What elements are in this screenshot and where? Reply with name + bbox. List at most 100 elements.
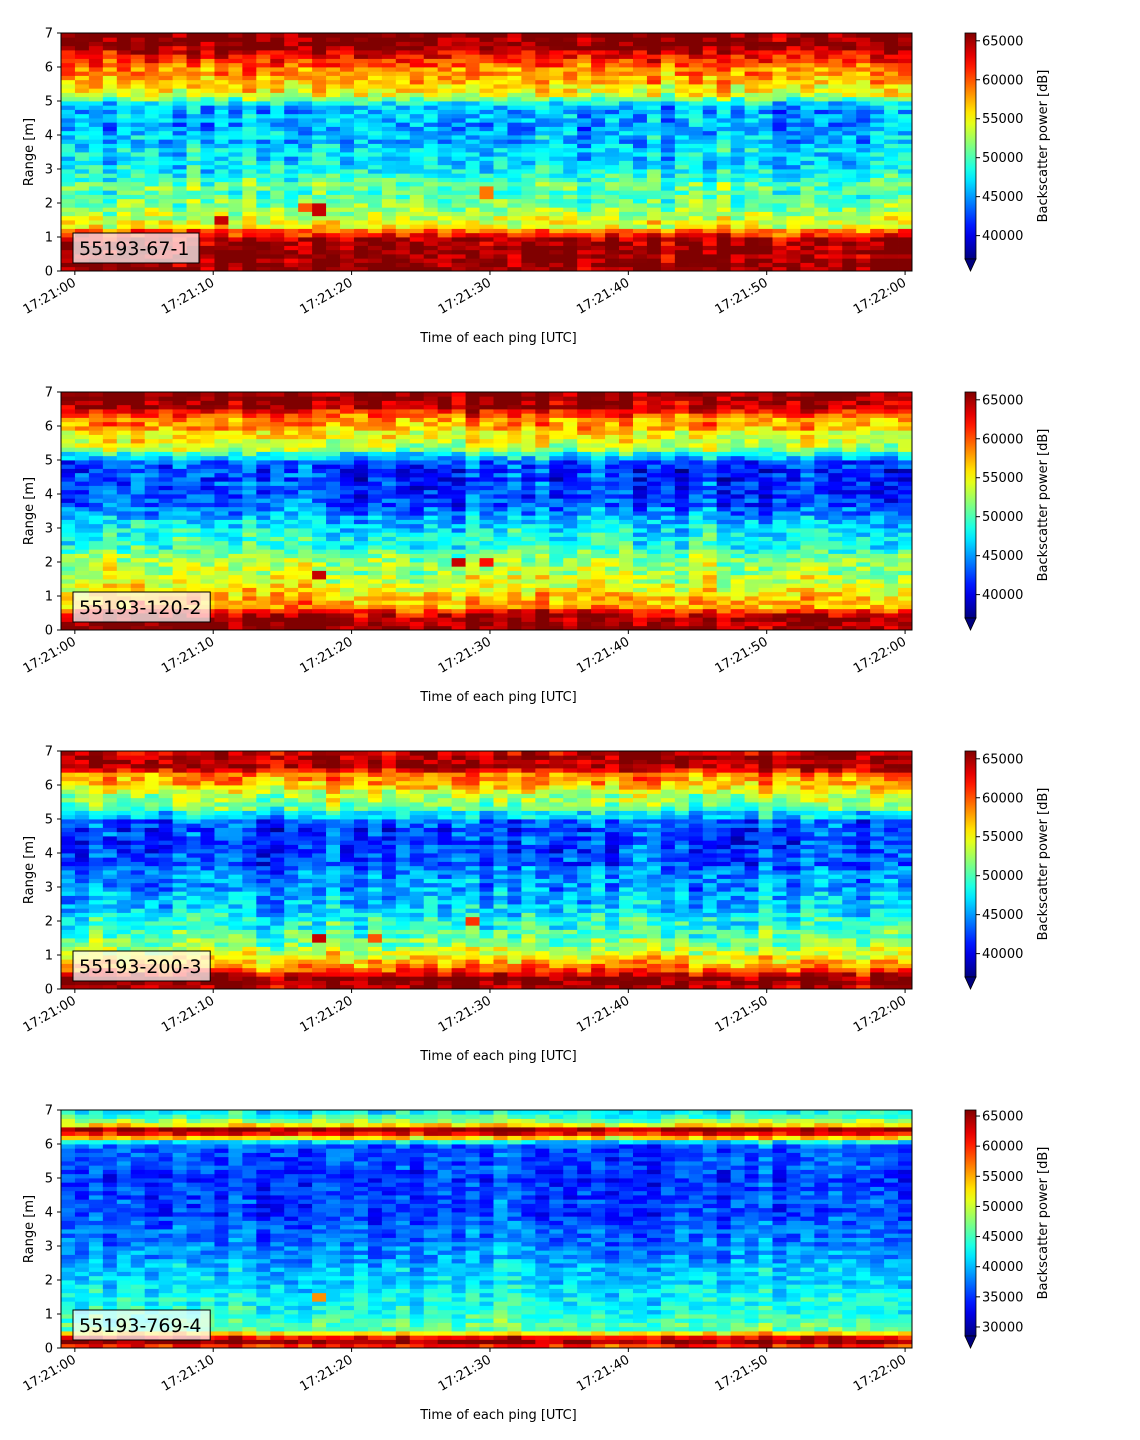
heatmap-cell xyxy=(103,152,117,157)
heatmap-cell xyxy=(89,545,103,550)
heatmap-cell xyxy=(563,114,577,119)
heatmap-cell xyxy=(131,537,145,542)
heatmap-cell xyxy=(187,224,201,229)
heatmap-cell xyxy=(89,84,103,89)
heatmap-cell xyxy=(591,173,605,178)
heatmap-cell xyxy=(284,596,298,601)
heatmap-cell xyxy=(814,84,828,89)
heatmap-cell xyxy=(619,97,633,102)
heatmap-cell xyxy=(452,195,466,200)
heatmap-cell xyxy=(521,592,535,597)
heatmap-cell xyxy=(75,97,89,102)
heatmap-cell xyxy=(312,220,326,225)
heatmap-cell xyxy=(424,566,438,571)
heatmap-cell xyxy=(312,84,326,89)
heatmap-cell xyxy=(856,84,870,89)
heatmap-cell xyxy=(563,101,577,106)
heatmap-cell xyxy=(452,532,466,537)
heatmap-cell xyxy=(242,63,256,68)
heatmap-cell xyxy=(814,173,828,178)
heatmap-cell xyxy=(884,93,898,98)
heatmap-cell xyxy=(689,195,703,200)
heatmap-cell xyxy=(619,135,633,140)
heatmap-cell xyxy=(745,532,759,537)
heatmap-cell xyxy=(842,541,856,546)
heatmap-cell xyxy=(270,583,284,588)
heatmap-cell xyxy=(507,532,521,537)
heatmap-cell xyxy=(480,97,494,102)
heatmap-cell xyxy=(605,148,619,153)
heatmap-cell xyxy=(507,122,521,127)
heatmap-cell xyxy=(786,229,800,234)
heatmap-cell xyxy=(438,233,452,238)
heatmap-cell xyxy=(619,80,633,85)
heatmap-cell xyxy=(647,173,661,178)
heatmap-cell xyxy=(480,562,494,567)
heatmap-cell xyxy=(703,549,717,554)
heatmap-cell xyxy=(159,46,173,51)
heatmap-cell xyxy=(228,622,242,627)
heatmap-cell xyxy=(689,549,703,554)
heatmap-cell xyxy=(159,59,173,64)
heatmap-cell xyxy=(396,173,410,178)
heatmap-cell xyxy=(75,566,89,571)
heatmap-cell xyxy=(884,258,898,263)
heatmap-cell xyxy=(145,528,159,533)
heatmap-cell xyxy=(689,207,703,212)
heatmap-cell xyxy=(452,605,466,610)
heatmap-cell xyxy=(424,562,438,567)
heatmap-cell xyxy=(661,554,675,559)
heatmap-cell xyxy=(619,76,633,81)
heatmap-cell xyxy=(326,93,340,98)
heatmap-cell xyxy=(284,46,298,51)
heatmap-cell xyxy=(814,63,828,68)
heatmap-cell xyxy=(340,71,354,76)
heatmap-cell xyxy=(759,59,773,64)
heatmap-cell xyxy=(326,97,340,102)
heatmap-cell xyxy=(661,139,675,144)
heatmap-cell xyxy=(856,212,870,217)
heatmap-cell xyxy=(452,144,466,149)
heatmap-cell xyxy=(814,59,828,64)
heatmap-cell xyxy=(256,139,270,144)
heatmap-cell xyxy=(633,135,647,140)
heatmap-cell xyxy=(703,148,717,153)
heatmap-cell xyxy=(75,190,89,195)
heatmap-cell xyxy=(661,33,675,38)
heatmap-cell xyxy=(856,101,870,106)
heatmap-cell xyxy=(731,592,745,597)
heatmap-cell xyxy=(675,148,689,153)
heatmap-cell xyxy=(75,33,89,38)
heatmap-cell xyxy=(870,46,884,51)
heatmap-cell xyxy=(745,233,759,238)
heatmap-cell xyxy=(800,165,814,170)
heatmap-cell xyxy=(814,207,828,212)
heatmap-cell xyxy=(284,101,298,106)
heatmap-cell xyxy=(75,562,89,567)
heatmap-cell xyxy=(828,592,842,597)
heatmap-cell xyxy=(759,566,773,571)
heatmap-cell xyxy=(549,254,563,259)
heatmap-cell xyxy=(842,54,856,59)
heatmap-cell xyxy=(507,229,521,234)
heatmap-cell xyxy=(173,212,187,217)
heatmap-cell xyxy=(647,165,661,170)
heatmap-cell xyxy=(270,579,284,584)
heatmap-cell xyxy=(312,165,326,170)
heatmap-cell xyxy=(228,237,242,242)
heatmap-cell xyxy=(759,203,773,208)
heatmap-cell xyxy=(228,554,242,559)
heatmap-cell xyxy=(159,80,173,85)
heatmap-cell xyxy=(159,156,173,161)
heatmap-cell xyxy=(354,528,368,533)
heatmap-cell xyxy=(256,93,270,98)
heatmap-cell xyxy=(535,566,549,571)
heatmap-cell xyxy=(75,105,89,110)
heatmap-cell xyxy=(117,224,131,229)
heatmap-cell xyxy=(173,97,187,102)
heatmap-cell xyxy=(507,131,521,136)
heatmap-cell xyxy=(619,588,633,593)
heatmap-cell xyxy=(731,105,745,110)
heatmap-cell xyxy=(201,76,215,81)
heatmap-cell xyxy=(75,583,89,588)
